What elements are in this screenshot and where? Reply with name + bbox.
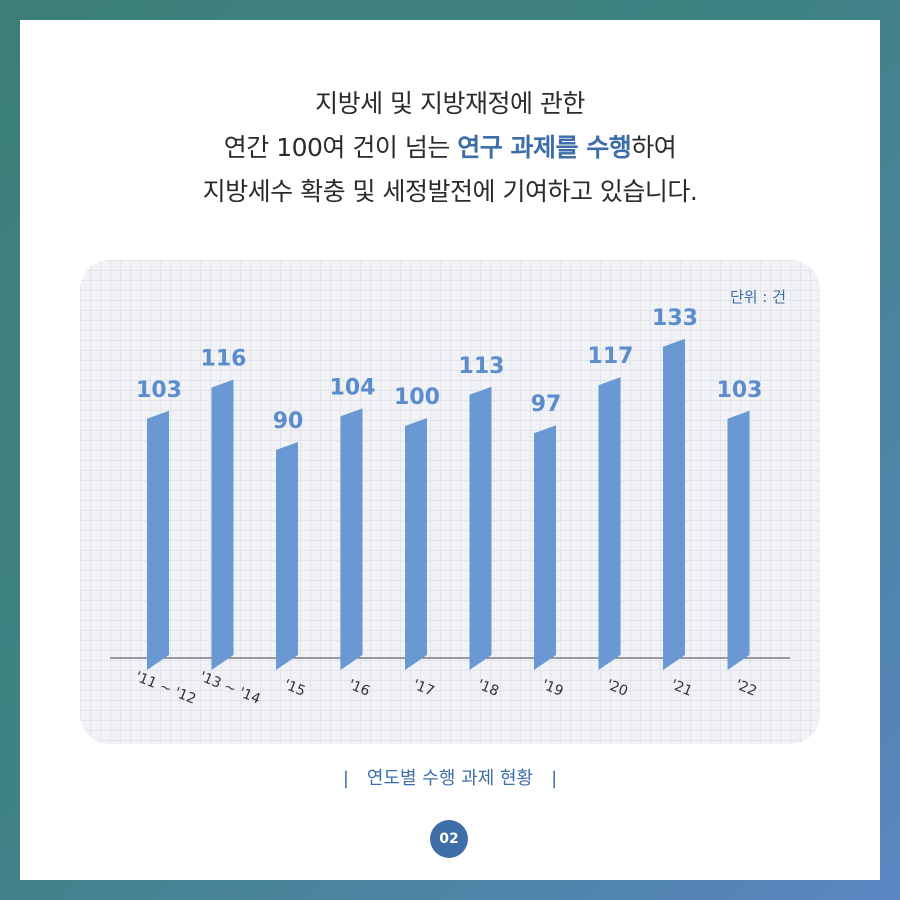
headline-line-2-post: 하여 — [631, 133, 677, 162]
data-label-9: 103 — [717, 378, 763, 403]
bar-2 — [276, 442, 298, 670]
headline-highlight: 연구 과제를 수행 — [457, 133, 632, 162]
headline-line-1: 지방세 및 지방재정에 관한 — [315, 89, 585, 118]
page-number-badge: 02 — [430, 820, 468, 858]
tick-label-8: '21 — [668, 677, 694, 700]
tick-label-9: '22 — [733, 677, 759, 700]
bar-9 — [727, 410, 750, 670]
bar-8 — [663, 338, 685, 670]
bar-1 — [211, 379, 234, 670]
data-label-6: 97 — [531, 392, 562, 417]
caption-right-bar: | — [551, 768, 558, 789]
bar-3 — [340, 408, 363, 670]
headline: 지방세 및 지방재정에 관한 연간 100여 건이 넘는 연구 과제를 수행하여… — [20, 82, 880, 214]
tick-label-5: '18 — [475, 677, 501, 700]
headline-line-2-pre: 연간 100여 건이 넘는 — [223, 133, 458, 162]
chart-panel: 단위 : 건 103 '11 ~ '12 116 '13 ~ '14 90 '15 104 '… — [80, 260, 820, 744]
tick-label-3: '16 — [346, 677, 372, 700]
data-label-7: 117 — [588, 344, 634, 369]
bar-0 — [147, 410, 169, 670]
bar-chart: 103 '11 ~ '12 116 '13 ~ '14 90 '15 104 '16 100 '1… — [110, 306, 790, 708]
tick-label-0: '11 ~ '12 — [133, 669, 198, 708]
caption-left-bar: | — [342, 768, 349, 789]
bar-5 — [469, 386, 492, 670]
unit-label: 단위 : 건 — [730, 288, 786, 306]
tick-label-7: '20 — [604, 677, 630, 700]
card: 지방세 및 지방재정에 관한 연간 100여 건이 넘는 연구 과제를 수행하여… — [20, 20, 880, 880]
tick-label-2: '15 — [281, 677, 307, 700]
tick-label-6: '19 — [539, 677, 565, 700]
headline-line-3: 지방세수 확충 및 세정발전에 기여하고 있습니다. — [202, 177, 698, 206]
headline-line-2: 연간 100여 건이 넘는 연구 과제를 수행하여 — [20, 126, 880, 170]
data-label-4: 100 — [394, 385, 440, 410]
data-label-8: 133 — [652, 306, 698, 331]
chart-caption: | 연도별 수행 과제 현황 | — [20, 764, 880, 790]
data-label-1: 116 — [201, 347, 247, 372]
bar-4 — [405, 418, 427, 670]
data-label-2: 90 — [273, 409, 304, 434]
bar-7 — [598, 377, 621, 670]
tick-label-1: '13 ~ '14 — [197, 669, 262, 708]
tick-label-4: '17 — [410, 677, 436, 700]
data-label-3: 104 — [330, 375, 376, 400]
data-label-5: 113 — [459, 354, 505, 379]
caption-text: 연도별 수행 과제 현황 — [366, 768, 534, 789]
data-label-0: 103 — [136, 378, 182, 403]
bar-6 — [534, 425, 556, 670]
